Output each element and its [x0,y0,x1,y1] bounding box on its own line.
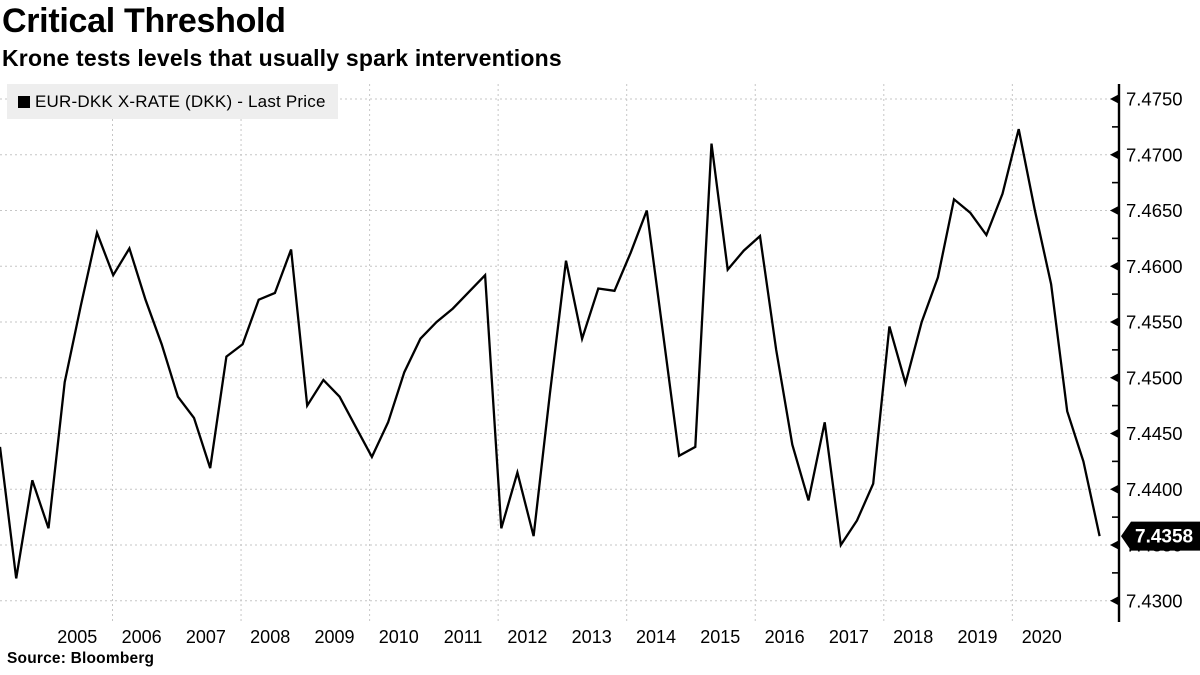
legend: EUR-DKK X-RATE (DKK) - Last Price [7,84,338,119]
y-tick-arrow-icon [1110,149,1119,160]
x-tick-label: 2014 [636,627,676,647]
y-tick-arrow-icon [1110,94,1119,104]
y-tick-arrow-icon [1110,372,1119,383]
y-tick-arrow-icon [1110,484,1119,495]
x-tick-label: 2017 [829,627,869,647]
y-tick-label: 7.4550 [1126,312,1183,333]
y-tick-arrow-icon [1110,428,1119,439]
y-tick-label: 7.4650 [1126,200,1183,221]
x-tick-label: 2016 [765,627,805,647]
x-tick-label: 2005 [57,627,97,647]
x-tick-label: 2015 [700,627,740,647]
x-tick-label: 2009 [314,627,354,647]
source-attribution: Source: Bloomberg [7,650,155,667]
x-tick-label: 2012 [507,627,547,647]
x-tick-label: 2020 [1022,627,1062,647]
page-subtitle: Krone tests levels that usually spark in… [2,45,562,71]
last-price-badge-label: 7.4358 [1135,527,1193,548]
y-tick-arrow-icon [1110,261,1119,272]
y-tick-label: 7.4450 [1126,423,1183,444]
x-tick-label: 2008 [250,627,290,647]
y-tick-label: 7.4600 [1126,256,1183,277]
x-tick-label: 2007 [186,627,226,647]
y-tick-arrow-icon [1110,205,1119,216]
legend-swatch-icon [18,95,30,108]
price-line [0,128,1101,579]
x-tick-label: 2006 [122,627,162,647]
x-tick-label: 2010 [379,627,419,647]
x-tick-label: 2011 [444,627,483,647]
legend-label: EUR-DKK X-RATE (DKK) - Last Price [35,91,326,111]
y-tick-label: 7.4750 [1126,89,1183,110]
x-tick-label: 2018 [893,627,933,647]
y-tick-arrow-icon [1110,595,1119,606]
y-tick-label: 7.4400 [1126,479,1183,500]
y-tick-arrow-icon [1110,540,1119,550]
last-price-badge [1121,521,1200,551]
y-tick-label: 7.4700 [1126,144,1183,165]
y-tick-label: 7.4300 [1126,590,1183,611]
page-title: Critical Threshold [2,2,286,40]
y-tick-arrow-icon [1110,317,1119,327]
x-tick-label: 2019 [957,627,997,647]
x-tick-label: 2013 [572,627,612,647]
y-tick-label: 7.4500 [1126,367,1183,388]
